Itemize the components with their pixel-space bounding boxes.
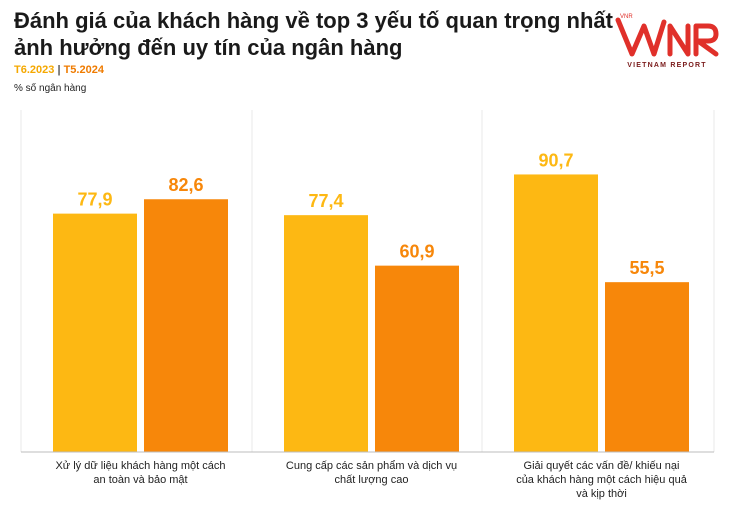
bar-2-3: [605, 282, 689, 452]
data-label-2-3: 55,5: [629, 258, 664, 278]
bar-1-1: [53, 213, 137, 452]
bar-1-2: [284, 215, 368, 452]
chart-title: Đánh giá của khách hàng về top 3 yếu tố …: [14, 8, 613, 60]
data-label-1-2: 77,4: [308, 191, 343, 211]
category-label-2: Cung cấp các sản phẩm và dịch vụ: [286, 460, 457, 472]
category-label-3: Giải quyết các vấn đề/ khiếu nại: [524, 460, 680, 472]
legend-separator: |: [57, 64, 61, 76]
category-label-3: của khách hàng một cách hiệu quả: [516, 474, 688, 486]
vnr-logo: VNR: [615, 14, 719, 57]
bar-1-3: [514, 174, 598, 452]
category-label-1: Xử lý dữ liệu khách hàng một cách: [55, 460, 225, 472]
data-label-1-3: 90,7: [538, 150, 573, 170]
legend: T6.2023 | T5.2024: [14, 64, 104, 76]
bar-2-1: [144, 199, 228, 452]
logo-mark-text: VNR: [620, 14, 633, 20]
data-label-2-2: 60,9: [399, 242, 434, 262]
bar-2-2: [375, 265, 459, 452]
logo-subtitle: VIETNAM REPORT: [627, 62, 707, 69]
category-label-3: và kịp thời: [576, 488, 627, 500]
data-label-1-1: 77,9: [77, 190, 112, 210]
legend-series-2: T5.2024: [63, 64, 104, 76]
unit-label: % số ngân hàng: [14, 83, 87, 94]
legend-series-1: T6.2023: [14, 64, 55, 76]
data-label-2-1: 82,6: [168, 175, 203, 195]
category-label-2: chất lượng cao: [335, 474, 409, 486]
category-label-1: an toàn và bảo mật: [93, 474, 187, 486]
